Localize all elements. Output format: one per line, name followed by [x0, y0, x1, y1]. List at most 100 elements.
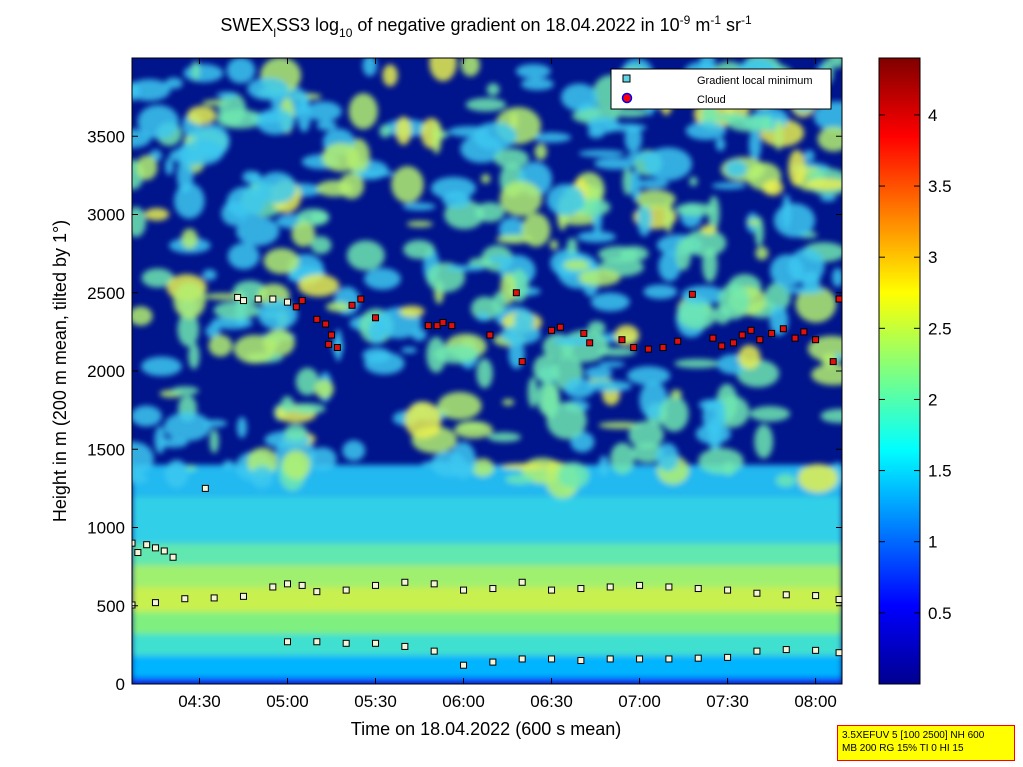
gradient-minimum-marker [269, 295, 277, 303]
gradient-minimum-marker [372, 581, 380, 589]
heatmap-patch [257, 171, 297, 204]
heatmap-patch [597, 347, 637, 357]
heatmap-patch [177, 139, 224, 166]
gradient-minimum-marker [489, 585, 497, 593]
heatmap-patch [263, 248, 300, 275]
gradient-minimum-marker [782, 591, 790, 599]
heatmap-patch [513, 310, 536, 328]
heatmap-patch [521, 213, 551, 247]
heatmap-patch [820, 195, 837, 202]
heatmap-patch [832, 267, 842, 288]
cloud-marker [709, 334, 717, 342]
heatmap-patch [429, 58, 457, 82]
heatmap-patch [306, 101, 342, 122]
heatmap-patch [308, 447, 337, 471]
heatmap-patch [163, 412, 211, 442]
heatmap-patch [533, 354, 558, 383]
heatmap-patch [382, 64, 398, 87]
gradient-minimum-marker [606, 583, 614, 591]
cloud-marker [512, 289, 520, 297]
heatmap-patch [505, 474, 534, 485]
y-axis-label: Height in m (200 m mean, tilted by 1°) [50, 220, 70, 522]
gradient-minimum-marker [753, 589, 761, 597]
cloud-marker [756, 336, 764, 344]
cloud-marker [439, 318, 447, 326]
heatmap-patch [348, 93, 378, 130]
cloud-marker [718, 342, 726, 350]
gradient-minimum-marker [132, 601, 136, 609]
heatmap-patch [339, 172, 365, 199]
heatmap-patch [141, 268, 174, 288]
heatmap-patch [557, 462, 590, 489]
heatmap-patch [773, 203, 816, 238]
cloud-marker [328, 331, 336, 339]
x-axis: 04:30 05:00 05:30 06:00 06:30 07:00 07:30 08:00 [178, 58, 837, 711]
x-axis-label: Time on 18.04.2022 (600 s mean) [351, 719, 622, 739]
x-tick-label: 04:30 [178, 692, 221, 711]
heatmap-patch [610, 442, 635, 474]
cloud-marker [322, 320, 330, 328]
heatmap-patch [805, 178, 842, 191]
heatmap-patch [492, 291, 506, 314]
gradient-minimum-marker [665, 655, 673, 663]
cloud-marker [747, 326, 755, 334]
heatmap-patch [395, 116, 412, 146]
heatmap-patch [578, 149, 625, 158]
heatmap-patch [515, 63, 551, 79]
heatmap-patch [715, 137, 726, 152]
heatmap-patch [656, 442, 679, 472]
gradient-minimum-marker [694, 585, 702, 593]
gradient-minimum-marker [782, 646, 790, 654]
heatmap-patch [362, 347, 392, 363]
heatmap-patch [664, 200, 673, 233]
colorbar-tick-label: 2.5 [928, 319, 952, 338]
heatmap-patch [817, 126, 842, 152]
heatmap-patch [624, 124, 642, 153]
heatmap-patch [421, 460, 454, 467]
gradient-minimum-marker [151, 599, 159, 607]
heatmap-patch [681, 285, 726, 305]
heatmap-patch [236, 416, 247, 439]
heatmap-patch [820, 408, 842, 424]
heatmap-patch [578, 269, 621, 287]
heatmap-patch [670, 389, 682, 400]
heatmap-patch [233, 334, 276, 364]
gradient-minimum-marker [201, 484, 209, 492]
heatmap-patch [209, 429, 219, 454]
heatmap-patch [316, 120, 337, 131]
heatmap-patch [626, 152, 654, 161]
heatmap-patch [695, 423, 731, 445]
heatmap-patch [788, 149, 806, 187]
heatmap-patch [181, 228, 198, 249]
heatmap-patch [546, 183, 585, 216]
heatmap-patch [433, 345, 479, 364]
heatmap-patch [364, 268, 401, 290]
heatmap-patch [676, 301, 717, 330]
gradient-minimum-marker [269, 583, 277, 591]
heatmap-patch [471, 458, 495, 477]
gradient-minimum-marker [169, 553, 177, 561]
colorbar-gradient [878, 57, 921, 685]
heatmap-patch [290, 403, 326, 415]
info-line-1: 3.5XEFUV 5 [100 2500] NH 600 [842, 730, 985, 741]
heatmap-patch [391, 166, 424, 204]
heatmap-patch [763, 179, 784, 196]
x-tick-label: 06:30 [530, 692, 573, 711]
heatmap-patch [563, 259, 590, 271]
gradient-minimum-marker [548, 586, 556, 594]
heatmap-patch [674, 203, 715, 217]
heatmap-band [132, 655, 842, 678]
cloud-marker [348, 301, 356, 309]
gradient-minimum-marker [239, 592, 247, 600]
heatmap-patch [775, 474, 796, 487]
heatmap-patch [700, 224, 717, 235]
heatmap-patch [563, 378, 595, 399]
heatmap-patch [718, 283, 750, 320]
heatmap-patch [598, 361, 626, 368]
heatmap-patch [164, 459, 189, 488]
heatmap-patch [445, 265, 485, 272]
heatmap-band [132, 677, 842, 684]
heatmap-patch [132, 306, 153, 326]
heatmap-patch [520, 77, 554, 91]
heatmap-patch [644, 147, 692, 181]
